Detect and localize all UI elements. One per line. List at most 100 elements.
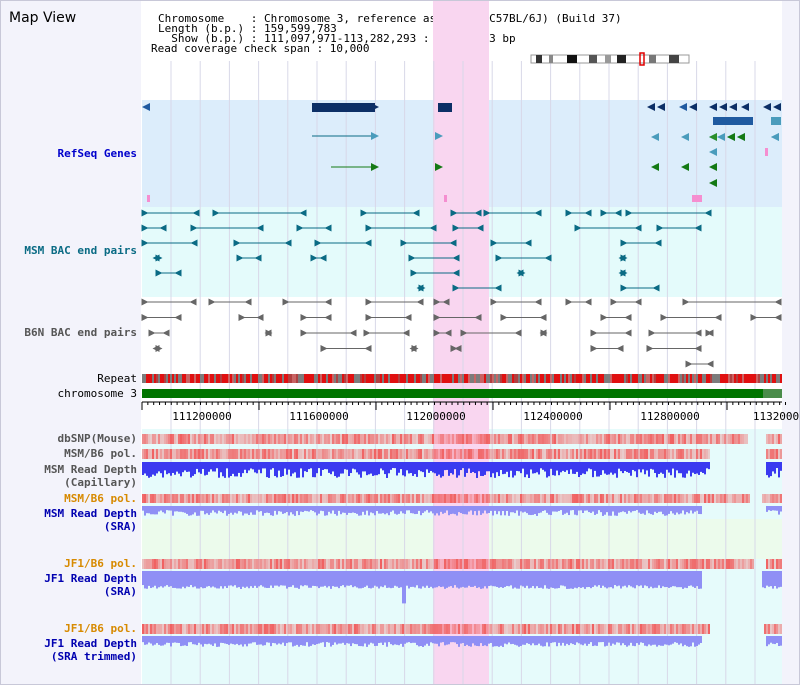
read-depth-bar [420,462,422,472]
snp-density [338,559,340,569]
snp-density [220,434,222,444]
snp-density [484,624,486,634]
jf1-depth-sra-sub-label: (SRA) [103,585,137,598]
read-depth-bar [470,506,472,511]
snp-density [250,494,252,503]
feature-arrow [514,329,522,337]
read-depth-bar [678,571,680,588]
read-depth-bar [682,506,684,511]
dbsnp-label: dbSNP(Mouse) [57,432,137,445]
snp-density [416,624,418,634]
read-depth-bar [560,636,562,646]
read-depth-bar [548,636,550,647]
read-depth-bar [180,462,182,477]
snp-density [706,624,708,634]
read-depth-bar [528,462,530,478]
snp-density [364,434,366,444]
read-depth-bar [540,506,542,513]
repeat-segment [662,374,664,383]
repeat-segment [728,374,730,383]
read-depth-bar [256,506,258,511]
snp-density [450,494,452,503]
read-depth-bar [380,506,382,514]
snp-density [656,434,658,444]
snp-density [328,434,330,444]
snp-density [216,494,218,503]
snp-density [452,449,454,459]
read-depth-bar [438,506,440,516]
read-depth-bar [622,462,624,474]
read-depth-bar [260,462,262,474]
snp-density [336,559,338,569]
snp-density [540,494,542,503]
snp-density [572,449,574,459]
msm-depth-sra-sub-label: (SRA) [103,520,137,533]
read-depth-bar [348,506,350,513]
snp-density [284,494,286,503]
read-depth-bar [244,636,246,645]
read-depth-bar [158,636,160,645]
snp-density [488,449,490,459]
read-depth-bar [316,506,318,516]
snp-density [608,559,610,569]
read-depth-bar [498,462,500,477]
snp-density [166,434,168,444]
snp-density [238,559,240,569]
snp-density [544,624,546,634]
snp-density [368,494,370,503]
read-depth-bar [184,506,186,513]
snp-density [382,494,384,503]
read-depth-bar [188,462,190,472]
snp-density [606,624,608,634]
snp-density [666,624,668,634]
read-depth-bar [344,636,346,645]
read-depth-bar [656,636,658,647]
snp-density [488,559,490,569]
gene-feature [771,117,781,125]
read-depth-bar [336,571,338,587]
read-depth-bar [304,506,306,511]
snp-density [196,449,198,459]
read-depth-bar [552,636,554,643]
snp-density [582,449,584,459]
feature-arrow [534,298,542,306]
snp-density [266,434,268,444]
snp-density [512,494,514,503]
read-depth-bar [580,571,582,588]
snp-density [648,559,650,569]
read-depth-bar [380,571,382,587]
b6n-bac-label[interactable]: B6N BAC end pairs [24,326,137,339]
snp-density [560,449,562,459]
read-depth-bar [462,462,464,469]
read-depth-bar [474,462,476,474]
read-depth-bar [202,636,204,647]
read-depth-bar [168,571,170,587]
read-depth-bar [308,506,310,512]
snp-density [412,449,414,459]
repeat-segment [184,374,186,383]
snp-density [470,449,472,459]
msm-bac-label[interactable]: MSM BAC end pairs [24,244,137,257]
repeat-segment [188,374,190,383]
snp-density [152,559,154,569]
snp-density [378,494,380,503]
snp-density [586,434,588,444]
snp-density [618,434,620,444]
repeat-segment [536,374,538,383]
repeat-segment [356,374,358,383]
snp-density [774,624,776,634]
snp-density [618,494,620,503]
read-depth-bar [654,506,656,512]
read-depth-bar [672,506,674,514]
read-depth-bar [332,506,334,511]
repeat-segment [604,374,606,383]
snp-density [540,434,542,444]
repeat-segment [266,374,268,383]
read-depth-bar [586,506,588,511]
refseq-genes-label[interactable]: RefSeq Genes [57,147,137,160]
snp-density [240,559,242,569]
repeat-segment [160,374,162,383]
read-depth-bar [672,636,674,644]
